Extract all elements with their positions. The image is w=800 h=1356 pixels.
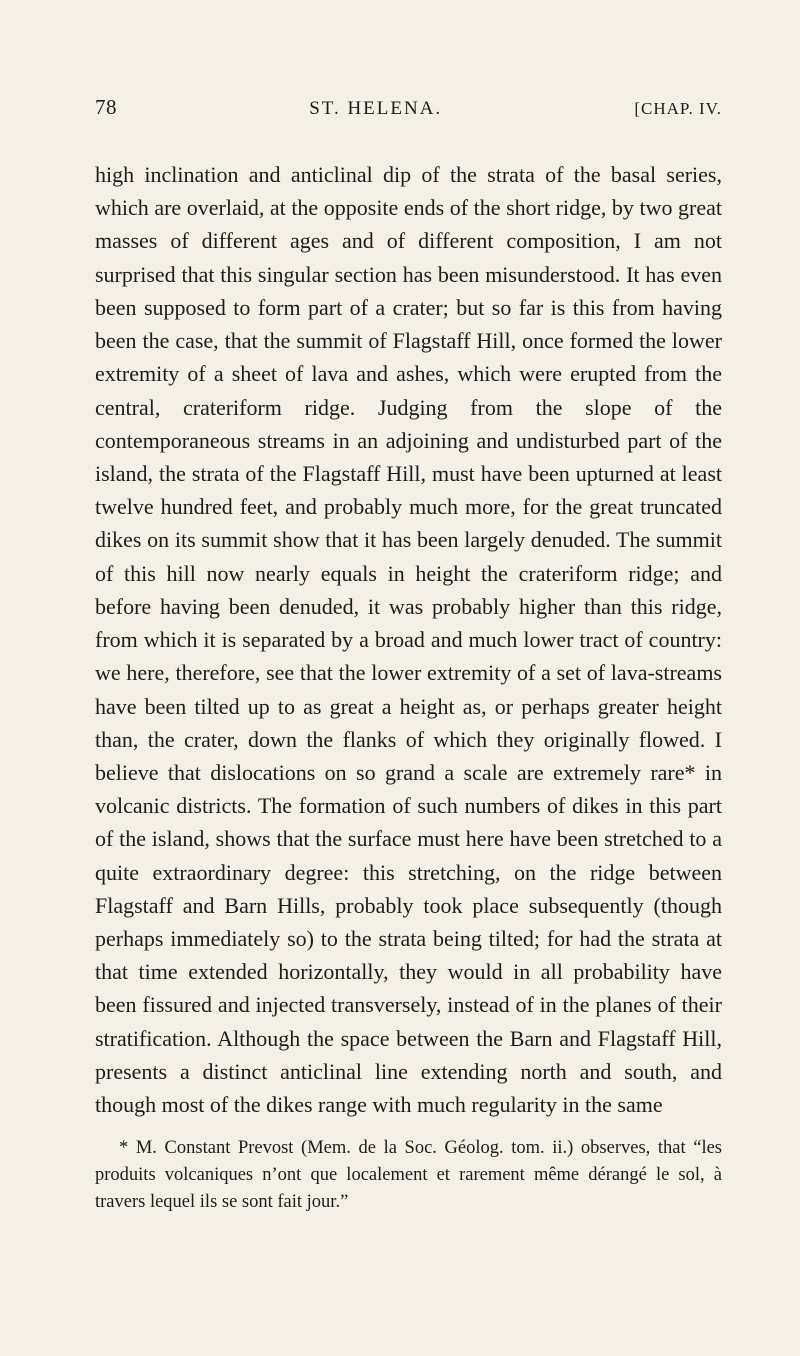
page-number: 78 [95, 95, 117, 120]
chapter-reference: [CHAP. IV. [634, 99, 722, 119]
running-title: ST. HELENA. [309, 98, 442, 120]
page: 78 ST. HELENA. [CHAP. IV. high inclinati… [0, 0, 800, 1356]
footnote: * M. Constant Prevost (Mem. de la Soc. G… [95, 1135, 722, 1215]
running-header: 78 ST. HELENA. [CHAP. IV. [95, 95, 722, 120]
body-paragraph: high inclination and anticlinal dip of t… [95, 158, 722, 1121]
